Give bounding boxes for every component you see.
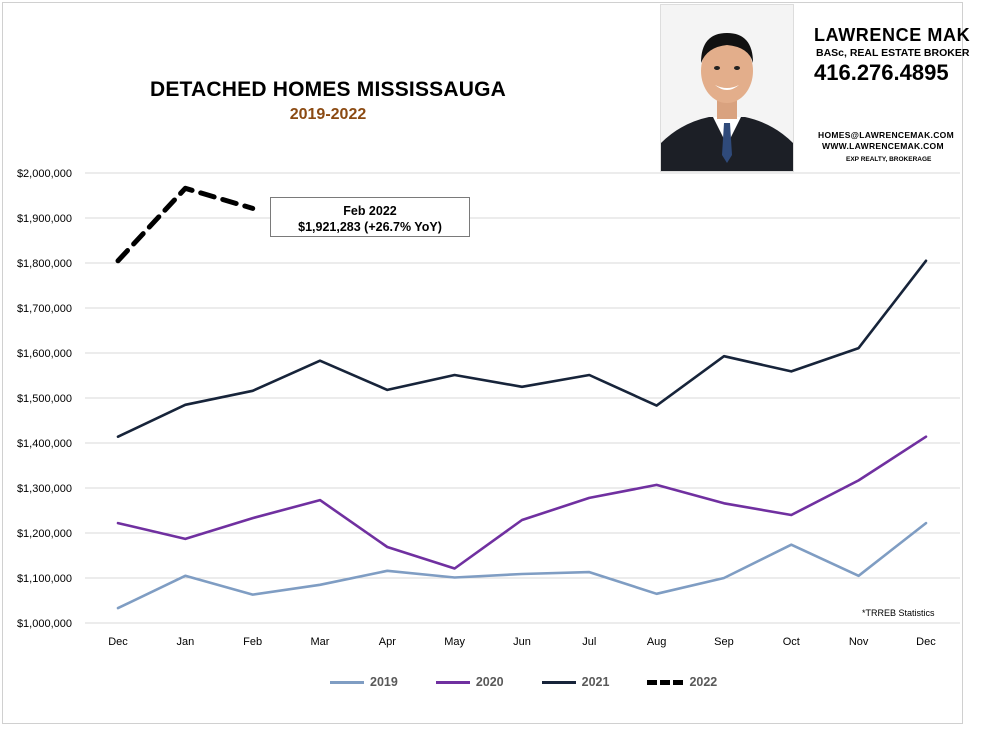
agent-name: LAWRENCE MAK bbox=[814, 25, 971, 45]
x-tick-label: Jun bbox=[513, 636, 531, 648]
callout-line-1: Feb 2022 bbox=[343, 204, 397, 218]
x-tick-label: Feb bbox=[243, 636, 262, 648]
legend-swatch-2022 bbox=[647, 679, 684, 685]
x-tick-label: Dec bbox=[108, 636, 128, 648]
legend-label-2022: 2022 bbox=[689, 675, 718, 689]
source-note: *TRREB Statistics bbox=[862, 608, 935, 618]
series-line-2022 bbox=[115, 185, 256, 264]
legend-label-2019: 2019 bbox=[370, 675, 398, 689]
legend-swatch-2020 bbox=[435, 680, 470, 684]
y-tick-label: $1,000,000 bbox=[17, 618, 72, 630]
x-tick-label: Mar bbox=[311, 636, 330, 648]
y-tick-label: $1,700,000 bbox=[17, 303, 72, 315]
y-tick-label: $1,600,000 bbox=[17, 348, 72, 360]
legend-swatch-2019 bbox=[330, 680, 364, 684]
series-line-2020 bbox=[116, 435, 928, 570]
x-tick-label: May bbox=[444, 636, 465, 648]
y-tick-label: $1,100,000 bbox=[17, 573, 72, 585]
x-tick-label: Aug bbox=[647, 636, 667, 648]
x-tick-label: Apr bbox=[379, 636, 396, 648]
chart-title: DETACHED HOMES MISSISSAUGA bbox=[149, 78, 506, 101]
y-tick-label: $1,200,000 bbox=[17, 528, 72, 540]
x-tick-label: Sep bbox=[714, 636, 734, 648]
y-tick-label: $1,300,000 bbox=[17, 483, 72, 495]
y-axis-ticks: $1,000,000 $1,100,000 $1,200,000 $1,300,000… bbox=[17, 168, 72, 630]
x-tick-label: Jul bbox=[582, 636, 596, 648]
y-tick-label: $1,400,000 bbox=[17, 438, 72, 450]
annotation-callout: Feb 2022 $1,921,283 (+26.7% YoY) bbox=[270, 197, 470, 237]
legend-swatch-2021 bbox=[541, 680, 576, 684]
series-line-2021 bbox=[116, 259, 928, 439]
legend-label-2020: 2020 bbox=[475, 675, 504, 689]
legend-label-2021: 2021 bbox=[581, 675, 610, 689]
x-tick-label: Jan bbox=[176, 636, 194, 648]
agent-email[interactable]: HOMES@LAWRENCEMAK.COM bbox=[818, 130, 954, 140]
y-tick-label: $1,800,000 bbox=[17, 258, 72, 270]
y-tick-label: $1,900,000 bbox=[17, 213, 72, 225]
chart-subtitle: 2019-2022 bbox=[289, 106, 367, 123]
x-tick-label: Nov bbox=[849, 636, 869, 648]
legend-item-2020: 2020 bbox=[435, 675, 504, 689]
x-tick-label: Dec bbox=[916, 636, 936, 648]
x-axis-ticks: Dec Jan Feb Mar Apr May Jun Jul Aug Sep Oct Nov Dec bbox=[108, 636, 936, 648]
series-layer bbox=[115, 185, 928, 610]
agent-role: BASc, REAL ESTATE BROKER bbox=[816, 47, 970, 59]
legend-item-2019: 2019 bbox=[330, 675, 398, 689]
agent-website[interactable]: WWW.LAWRENCEMAK.COM bbox=[822, 141, 944, 151]
y-tick-label: $2,000,000 bbox=[17, 168, 72, 180]
x-tick-label: Oct bbox=[783, 636, 800, 648]
grid-layer bbox=[85, 172, 960, 624]
callout-line-2: $1,921,283 (+26.7% YoY) bbox=[298, 220, 442, 234]
agent-phone: 416.276.4895 bbox=[814, 60, 949, 85]
legend-item-2021: 2021 bbox=[541, 675, 610, 689]
agent-photo bbox=[660, 4, 794, 172]
legend-item-2022: 2022 bbox=[647, 675, 717, 689]
agent-brokerage: EXP REALTY, BROKERAGE bbox=[846, 156, 932, 163]
y-tick-label: $1,500,000 bbox=[17, 393, 72, 405]
chart-frame bbox=[2, 2, 963, 724]
chart-legend: 2019 2020 2021 2022 bbox=[330, 675, 717, 689]
series-line-2019 bbox=[116, 521, 928, 610]
